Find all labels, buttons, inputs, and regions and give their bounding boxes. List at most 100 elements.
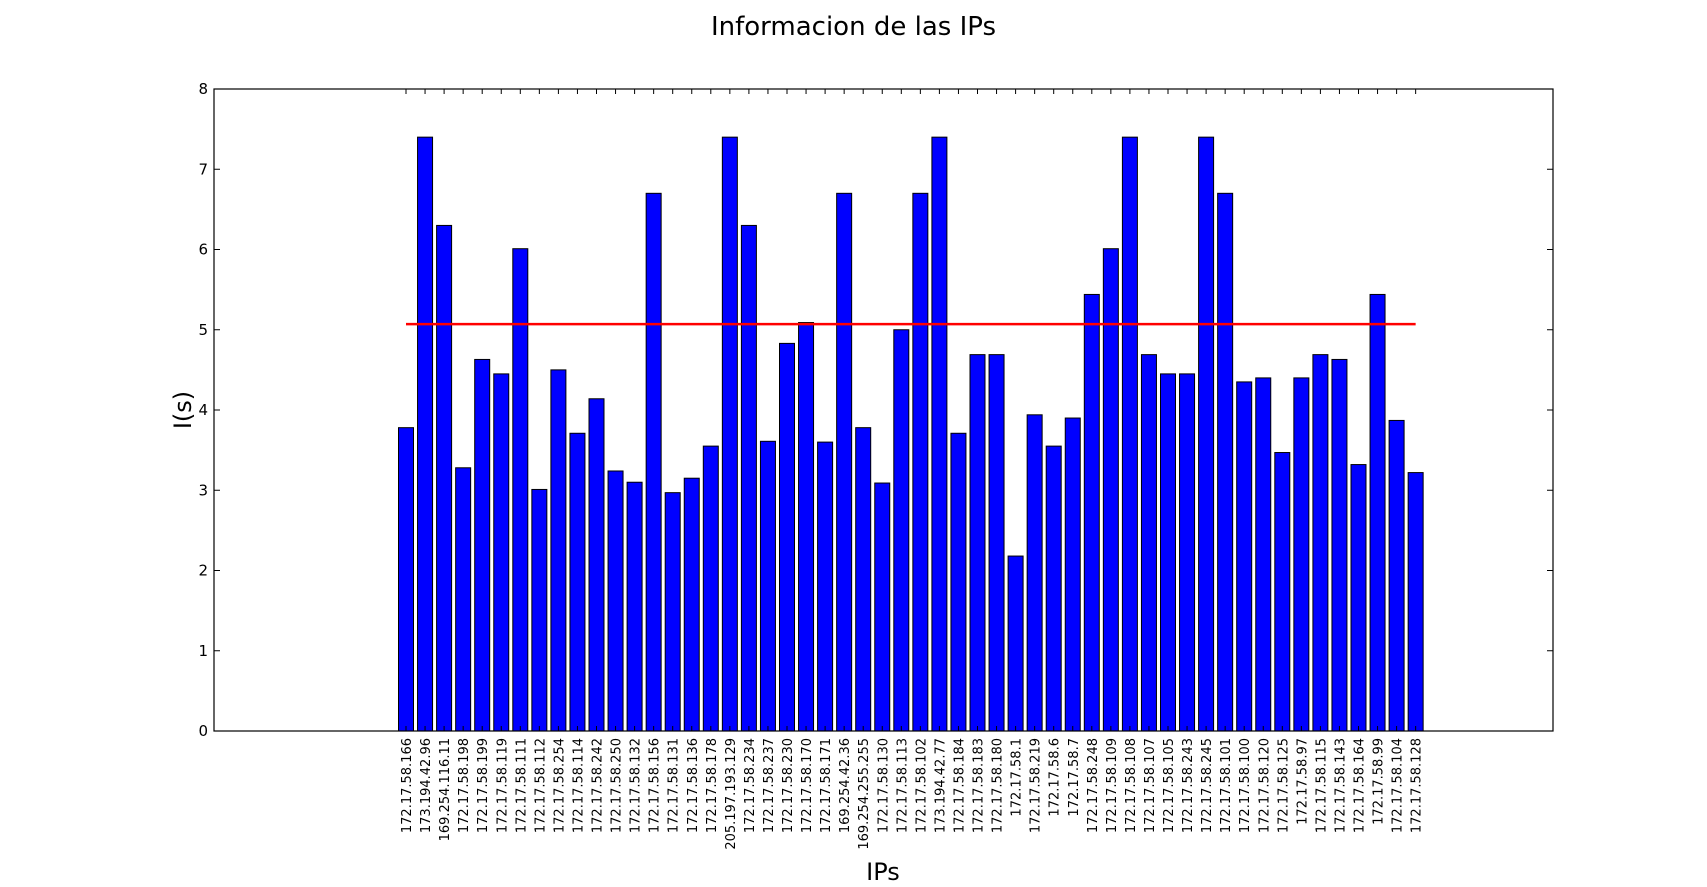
bar-27 <box>912 192 929 732</box>
x-tick-label: 205.197.193.129 <box>724 738 739 850</box>
x-tick-label: 172.17.58.250 <box>610 738 625 833</box>
x-tick-label: 172.17.58.115 <box>1314 738 1329 833</box>
x-tick-label: 172.17.58.171 <box>819 738 834 833</box>
x-tick-label: 172.17.58.184 <box>952 738 967 833</box>
y-tick-label: 0 <box>198 722 208 740</box>
x-axis-label: IPs <box>866 858 900 886</box>
bar-4 <box>474 358 491 732</box>
bar-45 <box>1255 377 1272 732</box>
y-tick-label: 5 <box>198 321 208 339</box>
x-tick-label: 172.17.58.101 <box>1219 738 1234 833</box>
x-tick-label: 172.17.58.113 <box>895 738 910 833</box>
bar-30 <box>969 354 986 732</box>
bar-7 <box>531 488 548 732</box>
bar-16 <box>702 445 719 732</box>
x-tick-label: 172.17.58.100 <box>1238 738 1253 833</box>
x-tick-label: 172.17.58.143 <box>1333 738 1348 833</box>
x-tick-label: 172.17.58.166 <box>400 738 415 833</box>
x-tick-label: 172.17.58.237 <box>762 738 777 833</box>
x-tick-label: 172.17.58.180 <box>991 738 1006 833</box>
bar-47 <box>1293 377 1310 732</box>
bar-1 <box>417 136 434 732</box>
bar-6 <box>512 248 529 732</box>
x-tick-label: 172.17.58.119 <box>495 738 510 833</box>
x-tick-label: 172.17.58.130 <box>876 738 891 833</box>
x-tick-label: 172.17.58.97 <box>1295 738 1310 825</box>
x-tick-label: 172.17.58.136 <box>686 738 701 833</box>
x-tick-label: 172.17.58.183 <box>972 738 987 833</box>
x-tick-label: 172.17.58.243 <box>1181 738 1196 833</box>
bar-48 <box>1312 354 1329 732</box>
x-tick-label: 172.17.58.109 <box>1105 738 1120 833</box>
bar-43 <box>1217 192 1234 732</box>
x-tick-label: 172.17.58.114 <box>571 738 586 833</box>
x-tick-label: 172.17.58.245 <box>1200 738 1215 833</box>
bar-15 <box>683 477 700 732</box>
bar-26 <box>893 329 910 732</box>
bar-40 <box>1160 373 1176 732</box>
bar-49 <box>1331 358 1348 732</box>
bar-35 <box>1064 417 1081 732</box>
y-tick-label: 4 <box>198 401 208 419</box>
bar-36 <box>1083 293 1100 732</box>
bar-32 <box>1007 555 1024 732</box>
bar-28 <box>931 136 948 732</box>
y-axis-ticks: 0 1 2 3 4 5 6 7 8 <box>198 80 1553 740</box>
bars-layer <box>398 136 1424 732</box>
bar-25 <box>874 482 891 732</box>
bar-38 <box>1121 136 1138 732</box>
y-tick-label: 2 <box>198 562 208 580</box>
bar-42 <box>1198 136 1215 732</box>
x-tick-label: 169.254.42.36 <box>838 738 853 833</box>
x-tick-label: 172.17.58.230 <box>781 738 796 833</box>
x-tick-label: 169.254.255.255 <box>857 738 872 850</box>
chart-title: Informacion de las IPs <box>710 12 997 42</box>
y-tick-label: 3 <box>198 481 208 499</box>
bar-14 <box>664 492 681 732</box>
x-tick-label: 172.17.58.104 <box>1391 738 1406 833</box>
bar-12 <box>626 481 643 732</box>
bar-34 <box>1045 445 1062 732</box>
x-tick-label: 172.17.58.131 <box>667 738 682 833</box>
x-tick-label: 172.17.58.248 <box>1086 738 1101 833</box>
x-tick-label: 173.194.42.96 <box>419 738 434 833</box>
x-tick-label: 172.17.58.7 <box>1067 738 1082 817</box>
bar-29 <box>950 432 967 732</box>
bar-18 <box>740 224 757 732</box>
x-tick-label: 172.17.58.234 <box>743 738 758 833</box>
bar-17 <box>721 136 738 732</box>
x-tick-label: 172.17.58.128 <box>1410 738 1425 833</box>
bar-22 <box>817 441 834 732</box>
bar-50 <box>1350 464 1367 732</box>
x-tick-label: 172.17.58.107 <box>1143 738 1158 833</box>
bar-51 <box>1369 293 1386 732</box>
bar-53 <box>1407 472 1424 732</box>
x-tick-label: 172.17.58.102 <box>914 738 929 833</box>
x-tick-label: 172.17.58.199 <box>476 738 491 833</box>
x-axis-ticks: 172.17.58.166 173.194.42.96 169.254.116.11… <box>400 89 1425 850</box>
y-tick-label: 6 <box>198 241 208 259</box>
x-tick-label: 172.17.58.108 <box>1124 738 1139 833</box>
x-tick-label: 172.17.58.99 <box>1372 738 1387 825</box>
y-tick-label: 8 <box>198 80 208 98</box>
x-tick-label: 172.17.58.120 <box>1257 738 1272 833</box>
bar-2 <box>436 224 453 732</box>
bar-41 <box>1179 373 1196 732</box>
x-tick-label: 173.194.42.77 <box>933 738 948 833</box>
bar-19 <box>759 440 776 732</box>
x-tick-label: 172.17.58.1 <box>1010 738 1025 817</box>
y-tick-label: 1 <box>198 642 208 660</box>
bar-44 <box>1236 381 1253 732</box>
x-tick-label: 172.17.58.132 <box>629 738 644 833</box>
x-tick-label: 172.17.58.105 <box>1162 738 1177 833</box>
x-tick-label: 172.17.58.111 <box>514 738 529 833</box>
bar-3 <box>455 467 472 732</box>
bar-37 <box>1102 248 1119 732</box>
x-tick-label: 169.254.116.11 <box>438 738 453 841</box>
bar-20 <box>779 342 795 732</box>
bar-8 <box>550 369 567 732</box>
bar-23 <box>836 192 853 732</box>
bar-24 <box>855 427 872 732</box>
x-tick-label: 172.17.58.112 <box>533 738 548 833</box>
